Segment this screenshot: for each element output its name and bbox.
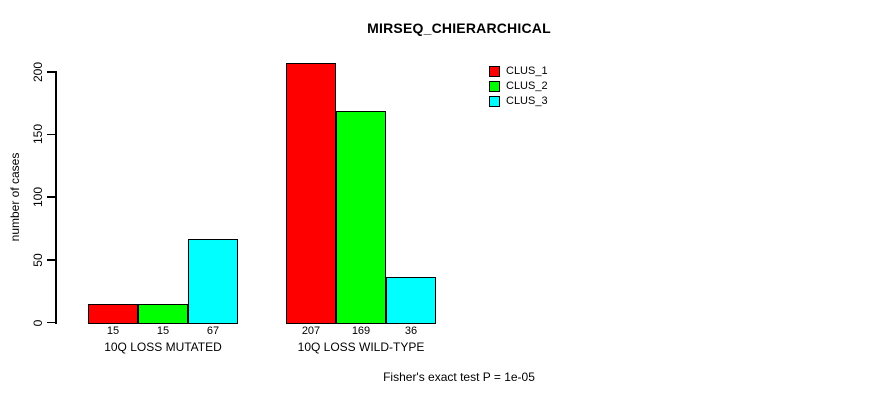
footnote: Fisher's exact test P = 1e-05 bbox=[383, 370, 535, 384]
bar-clus_1-group1 bbox=[88, 303, 138, 324]
legend-swatch-icon bbox=[489, 81, 500, 92]
y-axis-line bbox=[55, 71, 57, 324]
category-label: 10Q LOSS MUTATED bbox=[104, 340, 222, 354]
y-tick-mark bbox=[47, 133, 55, 136]
bar-clus_1-group2 bbox=[286, 63, 336, 324]
y-tick-mark bbox=[47, 196, 55, 198]
bar-value-label: 15 bbox=[156, 325, 170, 337]
bar-clus_2-group2 bbox=[336, 110, 386, 324]
bar-clus_3-group1 bbox=[188, 238, 238, 324]
legend-item: CLUS_1 bbox=[489, 64, 548, 79]
legend-item: CLUS_3 bbox=[489, 94, 548, 109]
y-tick-mark bbox=[47, 71, 55, 73]
y-tick-mark bbox=[47, 259, 55, 261]
bar-clus_3-group2 bbox=[386, 277, 436, 324]
legend-label: CLUS_1 bbox=[506, 65, 548, 77]
legend: CLUS_1 CLUS_2 CLUS_3 bbox=[489, 64, 548, 109]
legend-item: CLUS_2 bbox=[489, 79, 548, 94]
y-axis-label: number of cases bbox=[8, 152, 22, 242]
y-tick-label: 200 bbox=[31, 61, 45, 82]
bar-value-label: 15 bbox=[106, 325, 120, 337]
y-tick-mark bbox=[47, 321, 55, 324]
category-label: 10Q LOSS WILD-TYPE bbox=[297, 340, 425, 354]
bar-clus_2-group1 bbox=[138, 303, 188, 324]
legend-swatch-icon bbox=[489, 96, 500, 107]
legend-label: CLUS_2 bbox=[506, 80, 548, 92]
bar-value-label: 207 bbox=[301, 325, 321, 337]
legend-label: CLUS_3 bbox=[506, 95, 548, 107]
bar-value-label: 36 bbox=[404, 325, 418, 337]
bar-value-label: 169 bbox=[351, 325, 371, 337]
chart-title: MIRSEQ_CHIERARCHICAL bbox=[367, 20, 551, 36]
bar-value-label: 67 bbox=[206, 325, 220, 337]
legend-swatch-icon bbox=[489, 66, 500, 77]
